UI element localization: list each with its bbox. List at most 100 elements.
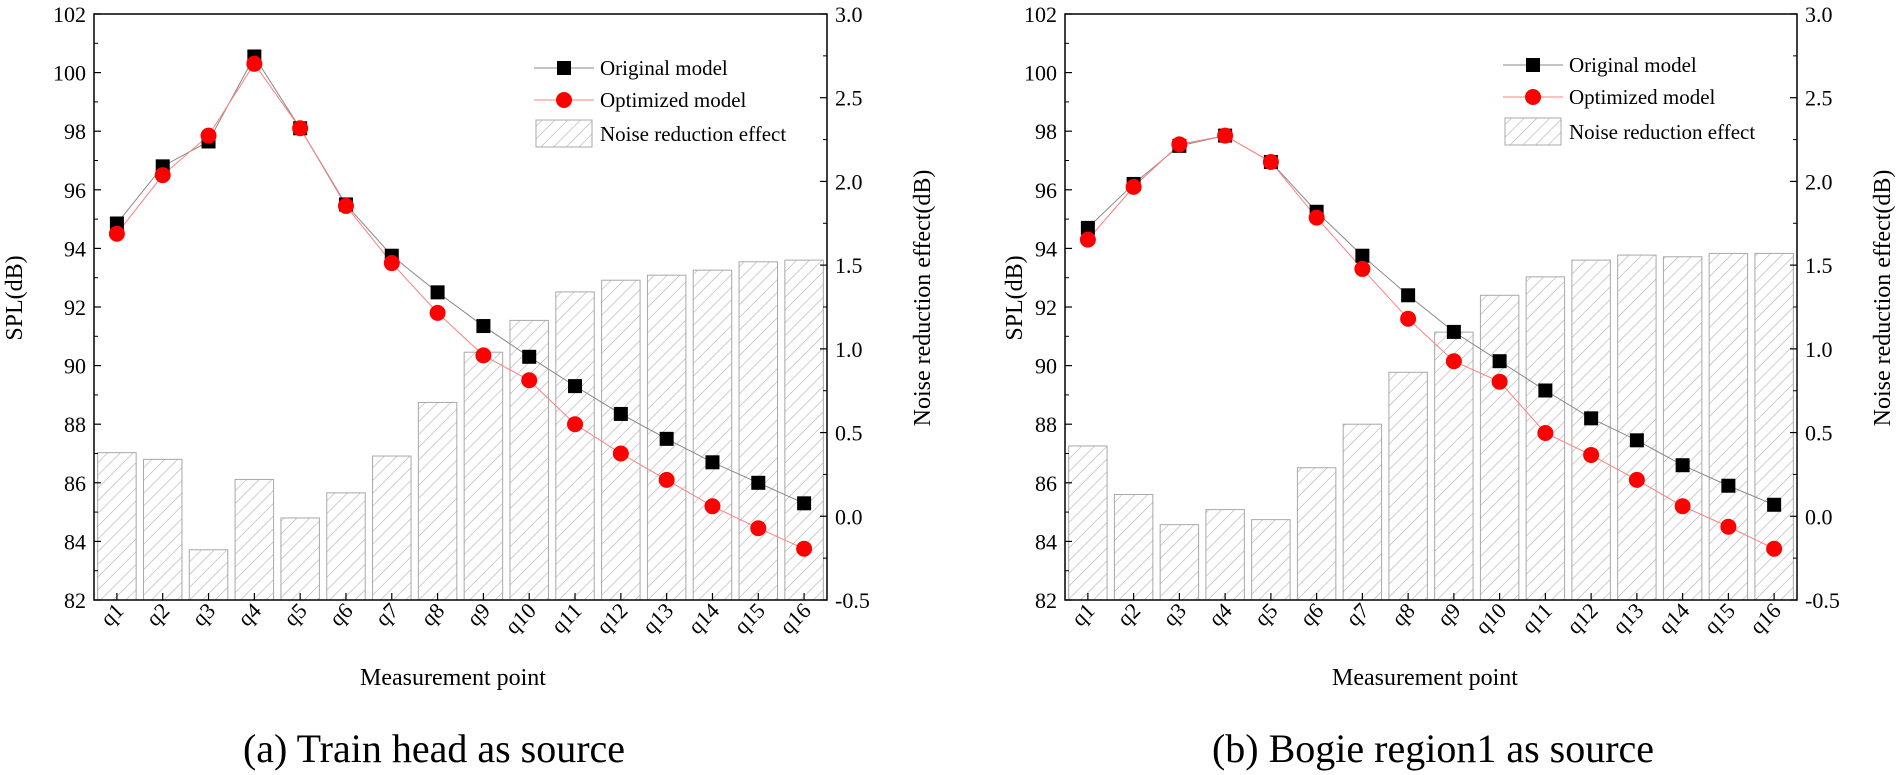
y-tick-label: 82 bbox=[64, 588, 86, 613]
y2-tick-label: 0.0 bbox=[1805, 504, 1833, 529]
legend-square-marker bbox=[557, 61, 571, 75]
x-axis-title: Measurement point bbox=[1332, 665, 1518, 691]
x-tick-label: q3 bbox=[187, 598, 220, 631]
y2-tick-label: 2.0 bbox=[1805, 169, 1833, 194]
bar-noise-reduction bbox=[1388, 371, 1428, 601]
point-original-model bbox=[659, 431, 674, 446]
bar-noise-reduction bbox=[372, 455, 412, 601]
x-tick-label: q10 bbox=[500, 598, 541, 639]
legend-circle-marker bbox=[556, 92, 572, 108]
point-optimized-model bbox=[200, 127, 217, 144]
x-tick-label: q8 bbox=[1386, 598, 1419, 631]
bar-noise-reduction bbox=[234, 478, 275, 601]
chart-marks: 82 84 86 88 90 92 94 96 98 100 102 -0.5 0.0 0.5 1.0 1.5… bbox=[53, 2, 870, 639]
point-original-model bbox=[522, 349, 537, 364]
bar-noise-reduction bbox=[1708, 252, 1749, 601]
chart-marks: 82 84 86 88 90 92 94 96 98 100 102 -0.5 0.0 0.5 1.0 1.5… bbox=[1024, 2, 1840, 639]
y2-tick-label: 0.5 bbox=[835, 421, 863, 446]
y2-axis-title: Noise reduction effect(dB) bbox=[1870, 170, 1896, 427]
y2-tick-label: 0.0 bbox=[835, 504, 863, 529]
y-tick-label: 88 bbox=[1035, 412, 1057, 437]
point-optimized-model bbox=[337, 197, 354, 214]
y-tick-label: 86 bbox=[1035, 471, 1057, 496]
bar-noise-reduction bbox=[463, 351, 504, 601]
point-optimized-model bbox=[1766, 540, 1783, 557]
point-optimized-model bbox=[246, 55, 263, 72]
line-original-model bbox=[1087, 135, 1775, 506]
point-optimized-model bbox=[154, 167, 171, 184]
x-tick-label: q14 bbox=[1653, 598, 1694, 639]
y-tick-label: 96 bbox=[64, 178, 86, 203]
x-tick-label: q9 bbox=[1432, 598, 1465, 631]
x-tick-label: q2 bbox=[1112, 598, 1145, 631]
x-tick-label: q14 bbox=[683, 598, 724, 639]
x-tick-label: q15 bbox=[729, 598, 770, 639]
point-optimized-model bbox=[1308, 209, 1325, 226]
point-optimized-model bbox=[108, 225, 125, 242]
x-tick-label: q11 bbox=[1516, 598, 1556, 638]
point-original-model bbox=[1492, 354, 1507, 369]
bar-noise-reduction bbox=[188, 549, 229, 601]
legend-circle-marker bbox=[1525, 89, 1541, 105]
y-tick-label: 90 bbox=[64, 354, 86, 379]
y-tick-label: 88 bbox=[64, 412, 86, 437]
bar-noise-reduction bbox=[142, 458, 183, 601]
x-tick-label: q13 bbox=[1607, 598, 1648, 639]
point-original-model bbox=[705, 455, 720, 470]
y-tick-label: 98 bbox=[64, 119, 86, 144]
y-tick-label: 98 bbox=[1035, 119, 1057, 144]
x-tick-label: q5 bbox=[278, 598, 311, 631]
point-optimized-model bbox=[704, 498, 721, 515]
legend-label-original: Original model bbox=[1569, 53, 1697, 77]
point-optimized-model bbox=[796, 540, 813, 557]
chart-caption: (b) Bogie region1 as source bbox=[1212, 726, 1654, 771]
y-tick-label: 96 bbox=[1035, 178, 1057, 203]
point-optimized-model bbox=[429, 304, 446, 321]
point-original-model bbox=[1401, 288, 1416, 303]
y-tick-label: 86 bbox=[64, 471, 86, 496]
point-optimized-model bbox=[292, 120, 309, 137]
x-axis-title: Measurement point bbox=[360, 665, 546, 691]
y-tick-label: 90 bbox=[1035, 354, 1057, 379]
point-original-model bbox=[751, 475, 766, 490]
y2-tick-label: 1.0 bbox=[835, 337, 863, 362]
legend-hatch-swatch bbox=[1504, 117, 1562, 146]
point-optimized-model bbox=[1491, 373, 1508, 390]
point-original-model bbox=[1629, 433, 1644, 448]
point-original-model bbox=[1721, 478, 1736, 493]
y2-tick-label: 2.5 bbox=[1805, 86, 1833, 111]
bar-noise-reduction bbox=[1479, 294, 1520, 601]
bar-noise-reduction bbox=[601, 279, 641, 601]
point-original-model bbox=[1675, 458, 1690, 473]
point-optimized-model bbox=[521, 372, 538, 389]
bar-noise-reduction bbox=[692, 269, 733, 601]
bar-noise-reduction bbox=[326, 492, 366, 601]
point-optimized-model bbox=[1628, 471, 1645, 488]
chart-panel-a: (a) Train head as source Measurement poi… bbox=[2, 2, 936, 771]
bar-noise-reduction bbox=[1434, 331, 1474, 601]
bar-noise-reduction bbox=[1251, 519, 1291, 601]
y-tick-label: 100 bbox=[53, 61, 86, 86]
legend: Original model Optimized model Noise red… bbox=[534, 56, 786, 148]
line-optimized-model bbox=[116, 62, 805, 550]
x-tick-label: q1 bbox=[1066, 598, 1099, 631]
y-tick-label: 100 bbox=[1024, 61, 1057, 86]
x-tick-label: q1 bbox=[95, 598, 128, 631]
bar-noise-reduction bbox=[1662, 256, 1703, 601]
x-tick-label: q16 bbox=[775, 598, 816, 639]
x-tick-label: q7 bbox=[1341, 598, 1374, 631]
x-tick-label: q16 bbox=[1745, 598, 1786, 639]
x-tick-label: q2 bbox=[141, 598, 174, 631]
bar-noise-reduction bbox=[417, 401, 458, 601]
legend-square-marker bbox=[1526, 58, 1540, 72]
line-optimized-model bbox=[1087, 135, 1775, 550]
y-tick-label: 92 bbox=[64, 295, 86, 320]
point-optimized-model bbox=[1217, 127, 1234, 144]
bar-noise-reduction bbox=[555, 291, 595, 601]
point-optimized-model bbox=[1125, 178, 1142, 195]
y2-tick-label: -0.5 bbox=[835, 588, 870, 613]
x-tick-label: q12 bbox=[1562, 598, 1603, 639]
y-tick-label: 102 bbox=[1024, 2, 1057, 27]
point-optimized-model bbox=[1445, 353, 1462, 370]
